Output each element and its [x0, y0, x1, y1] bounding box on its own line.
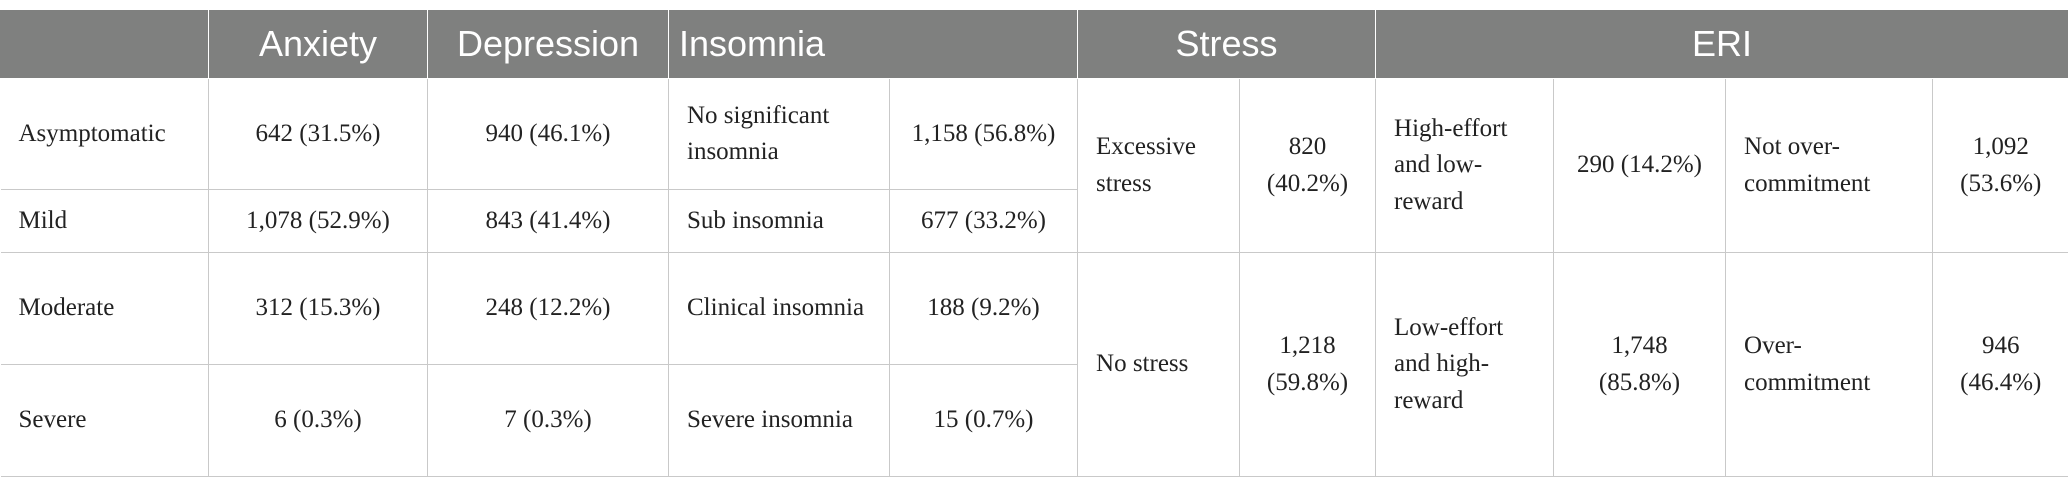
anxiety-cell: 312 (15.3%) [208, 252, 428, 365]
depression-cell: 248 (12.2%) [427, 252, 669, 365]
stress-value-cell: 820 (40.2%) [1239, 78, 1377, 253]
row-label: Moderate [0, 252, 209, 365]
insomnia-category-cell: Sub insomnia [668, 189, 890, 253]
header-stress: Stress [1077, 10, 1377, 79]
eri-effort-category-cell: Low-effort and high-reward [1375, 252, 1555, 477]
table-row-severe: Severe 6 (0.3%) 7 (0.3%) Severe insomnia… [0, 364, 2068, 477]
depression-cell: 940 (46.1%) [427, 78, 669, 190]
eri-effort-value-cell: 290 (14.2%) [1553, 78, 1727, 253]
row-label: Severe [0, 364, 209, 477]
insomnia-value-cell: 677 (33.2%) [888, 189, 1078, 253]
row-label: Asymptomatic [0, 78, 209, 190]
insomnia-value-cell: 1,158 (56.8%) [888, 78, 1079, 190]
row-label: Mild [0, 189, 209, 253]
header-blank [0, 10, 209, 79]
header-anxiety: Anxiety [208, 10, 428, 79]
eri-effort-value-cell: 1,748 (85.8%) [1553, 252, 1727, 477]
header-eri: ERI [1375, 10, 2068, 79]
insomnia-category-cell: No significant insomnia [668, 78, 890, 190]
header-row: Anxiety Depression Insomnia Stress ERI [0, 10, 2068, 79]
header-insomnia: Insomnia [667, 10, 1079, 79]
header-depression: Depression [427, 10, 669, 79]
table-row-mild: Mild 1,078 (52.9%) 843 (41.4%) Sub insom… [0, 189, 2068, 253]
anxiety-cell: 1,078 (52.9%) [208, 189, 428, 253]
table-row-moderate: Moderate 312 (15.3%) 248 (12.2%) Clinica… [0, 252, 2068, 477]
depression-cell: 843 (41.4%) [427, 189, 669, 253]
insomnia-value-cell: 188 (9.2%) [888, 252, 1079, 365]
depression-cell: 7 (0.3%) [427, 364, 669, 477]
table-body: Asymptomatic 642 (31.5%) 940 (46.1%) No … [0, 78, 2068, 477]
anxiety-cell: 642 (31.5%) [208, 78, 428, 190]
eri-effort-category-cell: High-effort and low-reward [1375, 78, 1555, 253]
eri-commitment-value-cell: 946 (46.4%) [1932, 252, 2068, 477]
eri-commitment-category-cell: Not over-commitment [1725, 78, 1934, 253]
stress-category-cell: No stress [1077, 252, 1241, 477]
anxiety-cell: 6 (0.3%) [208, 364, 428, 477]
insomnia-category-cell: Severe insomnia [668, 364, 890, 477]
table-row-asymptomatic: Asymptomatic 642 (31.5%) 940 (46.1%) No … [0, 78, 2068, 253]
stress-category-cell: Excessive stress [1077, 78, 1241, 253]
prevalence-table: Anxiety Depression Insomnia Stress ERI A… [0, 10, 2068, 477]
eri-commitment-category-cell: Over-commitment [1725, 252, 1934, 477]
insomnia-value-cell: 15 (0.7%) [888, 364, 1078, 477]
stress-value-cell: 1,218 (59.8%) [1239, 252, 1377, 477]
insomnia-category-cell: Clinical insomnia [668, 252, 890, 365]
eri-commitment-value-cell: 1,092 (53.6%) [1932, 78, 2068, 253]
table-header: Anxiety Depression Insomnia Stress ERI [0, 10, 2068, 79]
